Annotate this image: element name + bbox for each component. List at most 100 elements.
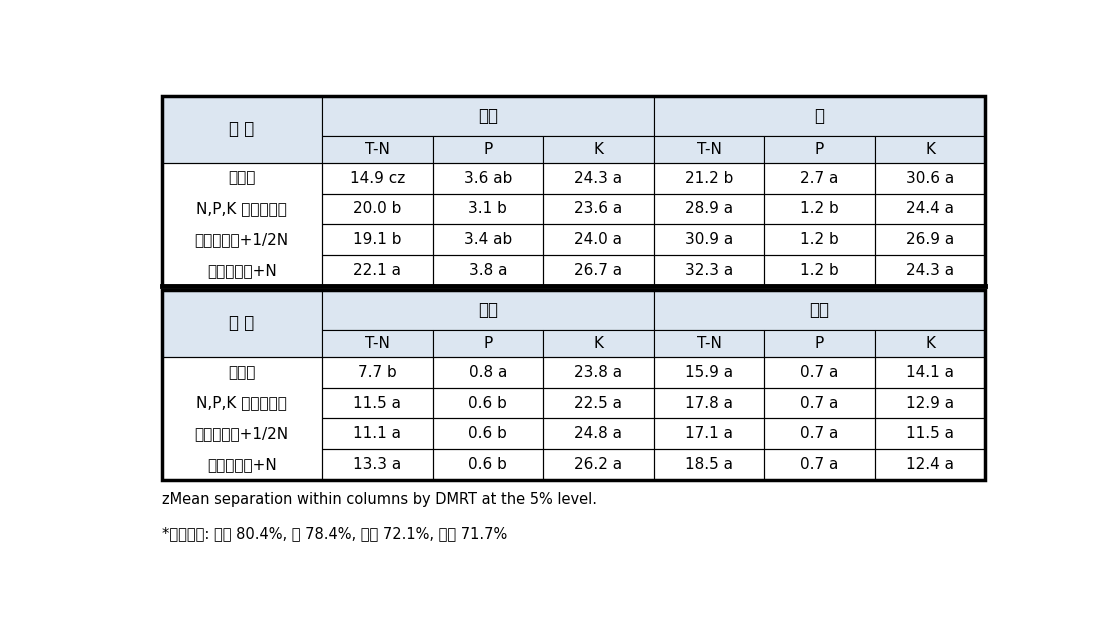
- Text: 18.5 a: 18.5 a: [685, 457, 733, 472]
- Text: 23.6 a: 23.6 a: [574, 201, 622, 217]
- Bar: [764, 163, 875, 194]
- Text: 12.4 a: 12.4 a: [906, 457, 955, 472]
- Text: 무비구: 무비구: [228, 364, 255, 380]
- Text: 잎: 잎: [815, 107, 825, 125]
- Bar: [543, 136, 653, 163]
- Bar: [875, 387, 986, 418]
- Text: 19.1 b: 19.1 b: [352, 232, 402, 247]
- Bar: [322, 290, 653, 330]
- Text: P: P: [815, 142, 825, 157]
- Text: 3.1 b: 3.1 b: [469, 201, 507, 217]
- Text: 11.5 a: 11.5 a: [354, 396, 402, 411]
- Text: 1.2 b: 1.2 b: [800, 201, 839, 217]
- Text: T-N: T-N: [365, 142, 389, 157]
- Bar: [653, 194, 764, 224]
- Text: P: P: [483, 142, 492, 157]
- Text: 풋거름작물+N: 풋거름작물+N: [207, 263, 276, 278]
- Text: 1.2 b: 1.2 b: [800, 263, 839, 278]
- Text: 30.9 a: 30.9 a: [685, 232, 733, 247]
- Text: T-N: T-N: [696, 142, 722, 157]
- Bar: [543, 255, 653, 286]
- Text: 0.7 a: 0.7 a: [800, 364, 839, 380]
- Text: 부리: 부리: [809, 301, 829, 319]
- Text: N,P,K 표준시비구: N,P,K 표준시비구: [196, 201, 288, 217]
- Text: 7.7 b: 7.7 b: [358, 364, 396, 380]
- Text: 21.2 b: 21.2 b: [685, 171, 733, 185]
- Bar: [653, 224, 764, 255]
- Bar: [653, 163, 764, 194]
- Text: 풋거름작물+1/2N: 풋거름작물+1/2N: [195, 232, 289, 247]
- Bar: [433, 163, 543, 194]
- Bar: [653, 418, 764, 450]
- Text: 3.8 a: 3.8 a: [469, 263, 507, 278]
- Text: 11.1 a: 11.1 a: [354, 426, 402, 441]
- Bar: [764, 330, 875, 357]
- Text: K: K: [925, 336, 935, 351]
- Bar: [764, 255, 875, 286]
- Bar: [433, 224, 543, 255]
- Text: 0.6 b: 0.6 b: [469, 426, 507, 441]
- Text: 20.0 b: 20.0 b: [354, 201, 402, 217]
- Bar: [161, 290, 986, 480]
- Text: 1.2 b: 1.2 b: [800, 232, 839, 247]
- Bar: [764, 224, 875, 255]
- Bar: [322, 163, 433, 194]
- Bar: [653, 255, 764, 286]
- Bar: [875, 255, 986, 286]
- Text: 0.7 a: 0.7 a: [800, 396, 839, 411]
- Text: 0.6 b: 0.6 b: [469, 457, 507, 472]
- Bar: [322, 136, 433, 163]
- Bar: [764, 357, 875, 387]
- Bar: [322, 418, 433, 450]
- Bar: [161, 96, 986, 286]
- Text: P: P: [483, 336, 492, 351]
- Text: 12.9 a: 12.9 a: [906, 396, 955, 411]
- Bar: [322, 330, 433, 357]
- Bar: [764, 450, 875, 480]
- Bar: [322, 224, 433, 255]
- Text: T-N: T-N: [696, 336, 722, 351]
- Text: P: P: [815, 336, 825, 351]
- Bar: [322, 387, 433, 418]
- Bar: [322, 194, 433, 224]
- Text: 0.7 a: 0.7 a: [800, 426, 839, 441]
- Text: 14.9 cz: 14.9 cz: [349, 171, 405, 185]
- Text: 24.3 a: 24.3 a: [574, 171, 622, 185]
- Bar: [875, 450, 986, 480]
- Bar: [543, 224, 653, 255]
- Bar: [875, 194, 986, 224]
- Text: N,P,K 표준시비구: N,P,K 표준시비구: [196, 396, 288, 411]
- Bar: [875, 224, 986, 255]
- Text: 30.6 a: 30.6 a: [906, 171, 955, 185]
- Text: 무비구: 무비구: [228, 171, 255, 185]
- Text: 줄기: 줄기: [478, 301, 498, 319]
- Text: 15.9 a: 15.9 a: [685, 364, 733, 380]
- Bar: [764, 136, 875, 163]
- Text: K: K: [925, 142, 935, 157]
- Text: 17.1 a: 17.1 a: [685, 426, 733, 441]
- Bar: [653, 450, 764, 480]
- Text: 풋거름작물+1/2N: 풋거름작물+1/2N: [195, 426, 289, 441]
- Bar: [875, 357, 986, 387]
- Bar: [543, 357, 653, 387]
- Bar: [875, 136, 986, 163]
- Bar: [433, 136, 543, 163]
- Text: 3.6 ab: 3.6 ab: [463, 171, 513, 185]
- Text: 0.8 a: 0.8 a: [469, 364, 507, 380]
- Bar: [543, 450, 653, 480]
- Bar: [322, 450, 433, 480]
- Bar: [543, 387, 653, 418]
- Bar: [764, 387, 875, 418]
- Text: 0.6 b: 0.6 b: [469, 396, 507, 411]
- Text: K: K: [593, 142, 603, 157]
- Bar: [875, 418, 986, 450]
- Bar: [161, 290, 322, 357]
- Text: 14.1 a: 14.1 a: [906, 364, 955, 380]
- Text: K: K: [593, 336, 603, 351]
- Text: 26.2 a: 26.2 a: [574, 457, 622, 472]
- Text: 24.3 a: 24.3 a: [906, 263, 955, 278]
- Bar: [764, 418, 875, 450]
- Bar: [161, 357, 322, 480]
- Bar: [433, 387, 543, 418]
- Text: 22.5 a: 22.5 a: [574, 396, 622, 411]
